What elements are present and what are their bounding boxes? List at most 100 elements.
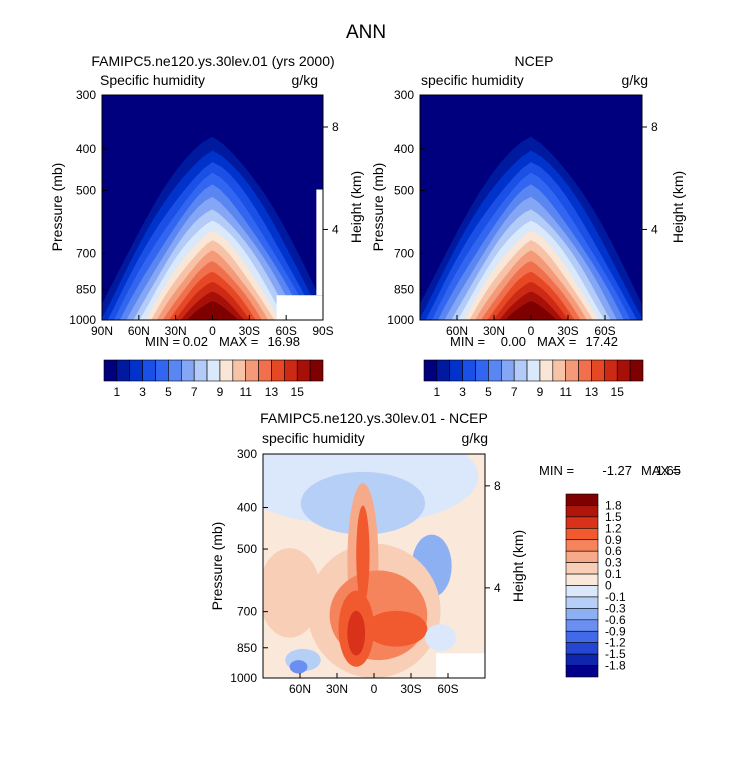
figure-title: ANN: [346, 22, 386, 43]
colorbar-cell: [258, 359, 272, 382]
right-tick-label: 4: [494, 581, 501, 595]
humidity-band: [186, 301, 239, 320]
max-value: 1.65: [656, 463, 681, 478]
x-tick-label: 60S: [437, 682, 458, 696]
colorbar-cell: [565, 493, 599, 506]
colorbar-cell: [565, 516, 599, 529]
colorbar-cell: [488, 359, 502, 382]
colorbar-cell: [552, 359, 567, 382]
panel-ncep: NCEP specific humidity g/kg 300400500700…: [370, 53, 686, 399]
min-value: 0.02: [183, 334, 208, 349]
colorbar-cell: [193, 359, 208, 382]
colorbar-label: 11: [559, 385, 572, 399]
max-label: MAX =: [219, 334, 258, 349]
colorbar-label: 13: [585, 385, 599, 399]
panel-subtitle-right: g/kg: [292, 72, 318, 88]
x-tick-label: 30S: [400, 682, 421, 696]
y-tick-label: 400: [394, 142, 414, 156]
colorbar-cell: [103, 359, 118, 382]
right-axis-ticks: 84: [485, 479, 501, 595]
colorbar-label: 0.1: [605, 567, 622, 581]
y-tick-label: 850: [394, 283, 414, 297]
panel-subtitle-left: specific humidity: [421, 72, 524, 88]
x-tick-label: 30N: [165, 324, 187, 338]
colorbar-cell: [565, 359, 579, 382]
x-tick-label: 30S: [239, 324, 260, 338]
contour-field: [263, 454, 485, 678]
panel-title: FAMIPC5.ne120.ys.30lev.01 (yrs 2000): [91, 53, 334, 69]
right-axis-label: Height (km): [510, 530, 526, 602]
colorbar-label: 15: [611, 385, 625, 399]
colorbar-cell: [129, 359, 143, 382]
y-tick-label: 500: [76, 183, 96, 197]
colorbar-cell: [616, 359, 631, 382]
x-tick-label: 60S: [275, 324, 296, 338]
colorbar-cell: [155, 359, 169, 382]
max-value: 17.42: [585, 334, 618, 349]
y-tick-label: 300: [237, 447, 257, 461]
y-tick-label: 500: [237, 542, 257, 556]
x-tick-label: 90S: [312, 324, 333, 338]
y-tick-label: 1000: [387, 313, 414, 327]
difference-contour: [289, 660, 308, 674]
x-tick-label: 0: [528, 324, 535, 338]
y-tick-label: 300: [76, 88, 96, 102]
y-tick-label: 1000: [69, 313, 96, 327]
x-tick-label: 60S: [594, 324, 615, 338]
colorbar-cell: [475, 359, 489, 382]
colorbar-cell: [591, 359, 605, 382]
x-tick-label: 0: [371, 682, 378, 696]
right-axis-ticks: 84: [323, 120, 339, 236]
y-tick-label: 300: [394, 88, 414, 102]
y-tick-label: 400: [76, 142, 96, 156]
y-axis-label: Pressure (mb): [209, 522, 225, 611]
colorbar-cell: [142, 359, 156, 382]
colorbar-cell: [565, 596, 599, 609]
colorbar-label: 7: [191, 385, 198, 399]
colorbar-label: 1: [434, 385, 441, 399]
colorbar-cell: [232, 359, 247, 382]
colorbar-cell: [449, 359, 463, 382]
y-axis-ticks: 300 400 500 700 850 1000: [387, 88, 425, 327]
colorbar-cell: [513, 359, 528, 382]
colorbar-label: -1.2: [605, 636, 626, 650]
colorbar-cell: [206, 359, 221, 382]
colorbar-label: -1.5: [605, 647, 626, 661]
difference-contour: [347, 610, 366, 656]
y-tick-label: 700: [76, 246, 96, 260]
difference-contour: [356, 505, 370, 605]
max-value: 16.98: [267, 334, 300, 349]
colorbar-cell: [565, 562, 599, 575]
right-tick-label: 8: [332, 120, 339, 134]
colorbar-label: 1.8: [605, 498, 622, 512]
colorbar-cell: [309, 359, 324, 382]
x-tick-label: 30N: [326, 682, 348, 696]
right-tick-label: 4: [651, 222, 658, 236]
panel-title: FAMIPC5.ne120.ys.30lev.01 - NCEP: [260, 410, 488, 426]
y-axis-ticks: 300 400 500 700 850 1000: [230, 447, 268, 685]
max-label: MAX =: [537, 334, 576, 349]
colorbar: 1 3 5 7 9 11 13 15: [103, 359, 324, 399]
colorbar-cell: [565, 619, 599, 632]
colorbar-cell: [423, 359, 438, 382]
colorbar-cell: [168, 359, 182, 382]
missing-data-mask: [316, 189, 323, 296]
colorbar-label: 5: [485, 385, 492, 399]
colorbar-cell: [284, 359, 298, 382]
y-tick-label: 500: [394, 183, 414, 197]
panel-difference: FAMIPC5.ne120.ys.30lev.01 - NCEP specifi…: [209, 410, 681, 696]
y-tick-label: 850: [76, 283, 96, 297]
x-axis-ticks: 60N 30N 0 30S 60S: [289, 673, 459, 696]
colorbar-label: 0.3: [605, 556, 622, 570]
x-tick-label: 90N: [91, 324, 113, 338]
colorbar-cell: [245, 359, 259, 382]
colorbar-cell: [565, 653, 599, 666]
colorbar: 1.81.51.20.90.60.30.10-0.1-0.3-0.6-0.9-1…: [565, 493, 626, 678]
colorbar-cell: [565, 573, 599, 586]
right-tick-label: 8: [494, 479, 501, 493]
colorbar-cell: [219, 359, 234, 382]
humidity-band: [505, 301, 557, 320]
colorbar-cell: [565, 642, 599, 655]
colorbar-label: 1: [114, 385, 121, 399]
